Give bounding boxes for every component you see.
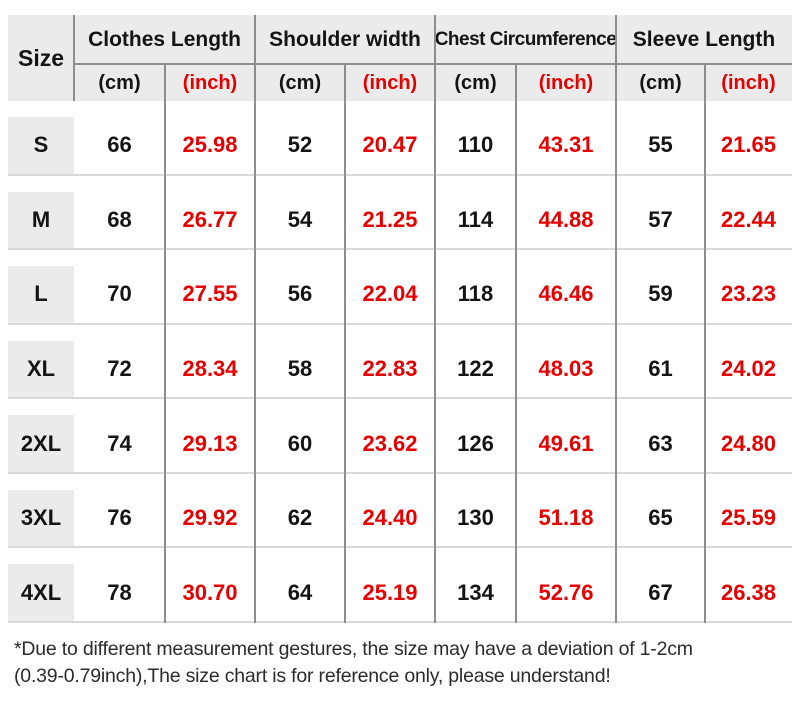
- value-cell: 20.47: [362, 132, 418, 158]
- value-cell: 60: [287, 430, 313, 456]
- value-cell: 28.34: [182, 356, 238, 382]
- value-cell: 122: [457, 356, 494, 382]
- value-cell: 78: [107, 579, 132, 605]
- value-cell: 25.59: [720, 505, 777, 531]
- value-cell: 24.80: [720, 430, 777, 456]
- column-divider: [704, 63, 706, 623]
- value-cell: 66: [107, 132, 132, 158]
- value-cell: 52: [287, 132, 313, 158]
- value-cell: 61: [648, 356, 673, 382]
- value-cell: 68: [107, 206, 132, 232]
- size-label: 4XL: [8, 564, 74, 622]
- value-cell: 51.18: [538, 505, 594, 531]
- value-cell: 67: [648, 579, 673, 605]
- value-cell: 48.03: [538, 356, 594, 382]
- value-cell: 23.62: [362, 430, 418, 456]
- unit-chest-inch: (inch): [538, 71, 594, 94]
- header-shoulder-width: Shoulder width: [269, 28, 421, 51]
- value-cell: 46.46: [538, 281, 594, 307]
- column-divider: [434, 15, 436, 623]
- value-cell: 22.04: [362, 281, 418, 307]
- value-cell: 29.13: [182, 430, 238, 456]
- value-cell: 130: [457, 505, 494, 531]
- value-cell: 54: [287, 206, 313, 232]
- column-divider: [254, 15, 256, 623]
- size-label: XL: [8, 340, 74, 398]
- unit-sleeve-inch: (inch): [721, 71, 776, 94]
- value-cell: 27.55: [182, 281, 238, 307]
- column-divider: [344, 63, 346, 623]
- size-label: M: [8, 191, 74, 249]
- column-divider: [73, 15, 75, 101]
- value-cell: 63: [648, 430, 673, 456]
- value-cell: 58: [287, 356, 313, 382]
- column-divider: [515, 63, 517, 623]
- value-cell: 26.77: [182, 206, 238, 232]
- value-cell: 22.83: [362, 356, 418, 382]
- header-row-divider: [74, 63, 792, 65]
- table-row: 3XL 76 29.92 62 24.40 130 51.18 65 25.59: [8, 474, 792, 549]
- value-cell: 114: [457, 206, 494, 232]
- value-cell: 21.25: [362, 206, 418, 232]
- table-row: S 66 25.98 52 20.47 110 43.31 55 21.65: [8, 101, 792, 176]
- value-cell: 72: [107, 356, 132, 382]
- value-cell: 24.02: [720, 356, 777, 382]
- value-cell: 76: [107, 505, 132, 531]
- value-cell: 74: [107, 430, 132, 456]
- footnote: *Due to different measurement gestures, …: [14, 636, 786, 690]
- header-clothes-length: Clothes Length: [88, 28, 241, 51]
- footnote-line2: (0.39-0.79inch),The size chart is for re…: [14, 665, 611, 687]
- table-row: 2XL 74 29.13 60 23.62 126 49.61 63 24.80: [8, 399, 792, 474]
- value-cell: 126: [457, 430, 494, 456]
- value-cell: 62: [287, 505, 313, 531]
- value-cell: 52.76: [538, 579, 594, 605]
- size-label: S: [8, 117, 74, 174]
- column-divider: [164, 63, 166, 623]
- table-row: L 70 27.55 56 22.04 118 46.46 59 23.23: [8, 250, 792, 325]
- unit-clothes-cm: (cm): [98, 71, 141, 94]
- footnote-line1: *Due to different measurement gestures, …: [14, 638, 693, 660]
- value-cell: 24.40: [362, 505, 418, 531]
- value-cell: 65: [648, 505, 673, 531]
- value-cell: 110: [457, 132, 494, 158]
- value-cell: 25.98: [182, 132, 238, 158]
- value-cell: 57: [648, 206, 673, 232]
- value-cell: 29.92: [182, 505, 238, 531]
- unit-sleeve-cm: (cm): [639, 71, 682, 94]
- unit-shoulder-inch: (inch): [362, 71, 418, 94]
- table-header: Size Clothes Length Shoulder width Chest…: [8, 15, 792, 101]
- value-cell: 118: [457, 281, 494, 307]
- value-cell: 59: [648, 281, 673, 307]
- header-sleeve-length: Sleeve Length: [632, 28, 776, 51]
- value-cell: 23.23: [720, 281, 777, 307]
- unit-chest-cm: (cm): [454, 71, 497, 94]
- value-cell: 25.19: [362, 579, 418, 605]
- header-chest-circumference: Chest Circumference: [434, 29, 617, 50]
- unit-shoulder-cm: (cm): [278, 71, 322, 94]
- size-chart-table: Size Clothes Length Shoulder width Chest…: [8, 15, 792, 624]
- header-size: Size: [17, 44, 65, 71]
- size-label: 2XL: [8, 415, 74, 472]
- value-cell: 26.38: [720, 579, 777, 605]
- value-cell: 49.61: [538, 430, 594, 456]
- value-cell: 44.88: [538, 206, 594, 232]
- value-cell: 21.65: [720, 132, 777, 158]
- size-label: 3XL: [8, 489, 74, 547]
- table-row: XL 72 28.34 58 22.83 122 48.03 61 24.02: [8, 325, 792, 400]
- value-cell: 30.70: [182, 579, 238, 605]
- value-cell: 64: [287, 579, 313, 605]
- unit-clothes-inch: (inch): [182, 71, 238, 94]
- value-cell: 134: [457, 579, 494, 605]
- table-body: S 66 25.98 52 20.47 110 43.31 55 21.65 M…: [8, 101, 792, 624]
- value-cell: 55: [648, 132, 673, 158]
- value-cell: 56: [287, 281, 313, 307]
- table-row: 4XL 78 30.70 64 25.19 134 52.76 67 26.38: [8, 548, 792, 624]
- value-cell: 22.44: [720, 206, 777, 232]
- column-divider: [615, 15, 617, 623]
- value-cell: 70: [107, 281, 132, 307]
- size-label: L: [8, 266, 74, 323]
- value-cell: 43.31: [538, 132, 594, 158]
- table-row: M 68 26.77 54 21.25 114 44.88 57 22.44: [8, 176, 792, 251]
